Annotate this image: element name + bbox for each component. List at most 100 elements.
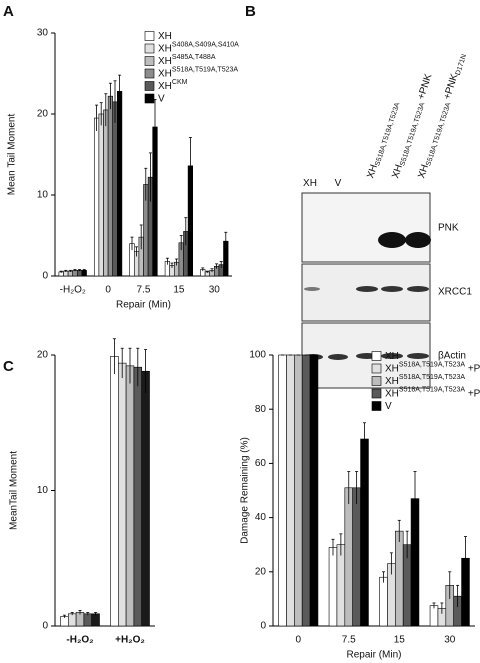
band <box>407 286 429 292</box>
x-tick-label: 0 <box>295 635 301 646</box>
label-sup: S518A,T519A,T523A <box>399 361 465 368</box>
label-part: +PNK <box>415 72 435 103</box>
row-label: XRCC1 <box>438 287 472 298</box>
label-sup: CKM <box>172 79 188 86</box>
y-axis-label: Damage Remaining (%) <box>240 437 251 544</box>
y-tick-label: 100 <box>249 350 266 361</box>
label: V <box>158 93 165 104</box>
bar <box>118 362 127 627</box>
label-part: XH <box>385 351 399 362</box>
bar <box>294 354 303 627</box>
y-tick-label: 20 <box>255 566 267 577</box>
legend-swatch <box>144 31 155 41</box>
x-tick-label: 7.5 <box>137 285 151 296</box>
blot-frame <box>301 192 431 263</box>
label-part: XH <box>158 81 172 92</box>
x-tick-label: 0 <box>105 285 111 296</box>
label-part: V <box>385 401 392 412</box>
label-part: XH <box>158 56 172 67</box>
label-part: XH <box>385 376 399 387</box>
legend-swatch <box>371 351 382 361</box>
band <box>328 354 348 360</box>
bar <box>60 616 69 627</box>
bar <box>429 605 439 627</box>
label: XHS408A,S409A,S410A <box>158 41 239 54</box>
label-part: XH <box>303 178 317 189</box>
y-tick-label: 40 <box>255 512 267 523</box>
blot-frame <box>301 263 431 322</box>
row-label: βActin <box>438 351 466 362</box>
y-tick-label: 20 <box>37 350 49 361</box>
label-sup: S485A,T488A <box>172 54 216 61</box>
label-part: V <box>335 178 342 189</box>
legend-swatch <box>144 93 155 104</box>
y-tick-label: 0 <box>260 621 266 632</box>
y-axis-label: MeanTail Moment <box>9 451 20 530</box>
bar <box>133 366 142 627</box>
band <box>407 353 429 359</box>
label-part: XH <box>365 163 380 180</box>
x-tick-label: -H₂O₂ <box>66 635 93 646</box>
label-part: XH <box>158 43 172 54</box>
label-sup: S518A,T519A,T523A <box>374 101 401 166</box>
bar <box>395 530 404 627</box>
bar <box>77 270 83 277</box>
bar <box>72 270 78 277</box>
x-tick-label: 30 <box>209 285 221 296</box>
bar <box>112 101 118 277</box>
y-tick-label: 0 <box>42 271 48 282</box>
x-tick-label: -H₂O₂ <box>60 285 86 296</box>
bar <box>344 487 353 627</box>
bar <box>352 487 361 627</box>
label-part: XH <box>416 163 431 180</box>
label-part: XH <box>158 31 172 42</box>
bar <box>286 354 295 627</box>
label: XH <box>303 178 317 189</box>
label: V <box>335 178 342 189</box>
label-sup: S518A,T519A,T523A <box>399 386 465 393</box>
label-sup: S518A,T519A,T523A <box>399 374 465 381</box>
bar <box>103 109 109 277</box>
label: XH <box>385 351 399 362</box>
bar <box>98 113 104 277</box>
bar <box>81 270 87 277</box>
label-sup: S408A,S409A,S410A <box>172 41 239 48</box>
band <box>381 353 403 359</box>
bar <box>301 354 311 627</box>
legend-swatch <box>371 388 382 399</box>
row-label: PNK <box>438 223 459 234</box>
band <box>381 286 403 292</box>
bar <box>68 613 77 627</box>
label-part: XH <box>385 388 399 399</box>
label: XHS518A,T519A,T523A <box>385 374 465 387</box>
bar <box>379 576 388 627</box>
bar <box>336 544 346 627</box>
legend-swatch <box>144 81 155 91</box>
x-tick-label: 7.5 <box>342 635 356 646</box>
label: XHS485A,T488A <box>158 54 216 67</box>
x-tick-label: 15 <box>173 285 185 296</box>
x-axis-label: Repair (Min) <box>116 300 171 311</box>
label: XHS518A,T519A,T523A +PNK <box>385 361 480 374</box>
y-tick-label: 10 <box>37 190 49 201</box>
y-tick-label: 20 <box>37 109 49 120</box>
legend-swatch <box>371 363 382 374</box>
label: XHCKM <box>158 79 188 92</box>
legend-swatch <box>371 376 382 386</box>
legend-swatch <box>371 401 382 411</box>
blot <box>301 192 431 389</box>
band <box>405 232 431 248</box>
band <box>378 232 406 248</box>
label-sup: D171N <box>455 53 468 76</box>
x-axis-label: Repair (Min) <box>346 650 401 661</box>
bar <box>91 613 100 627</box>
bar <box>328 547 338 627</box>
y-tick-label: 30 <box>37 28 49 39</box>
label-sup: S518A,T519A,T523A <box>399 101 426 166</box>
y-tick-label: 80 <box>255 404 267 415</box>
bar <box>107 95 114 277</box>
label: XHS518A,T519A,T523A +PNKD171N <box>416 52 468 180</box>
legend-swatch <box>144 68 155 79</box>
bar <box>83 613 93 627</box>
